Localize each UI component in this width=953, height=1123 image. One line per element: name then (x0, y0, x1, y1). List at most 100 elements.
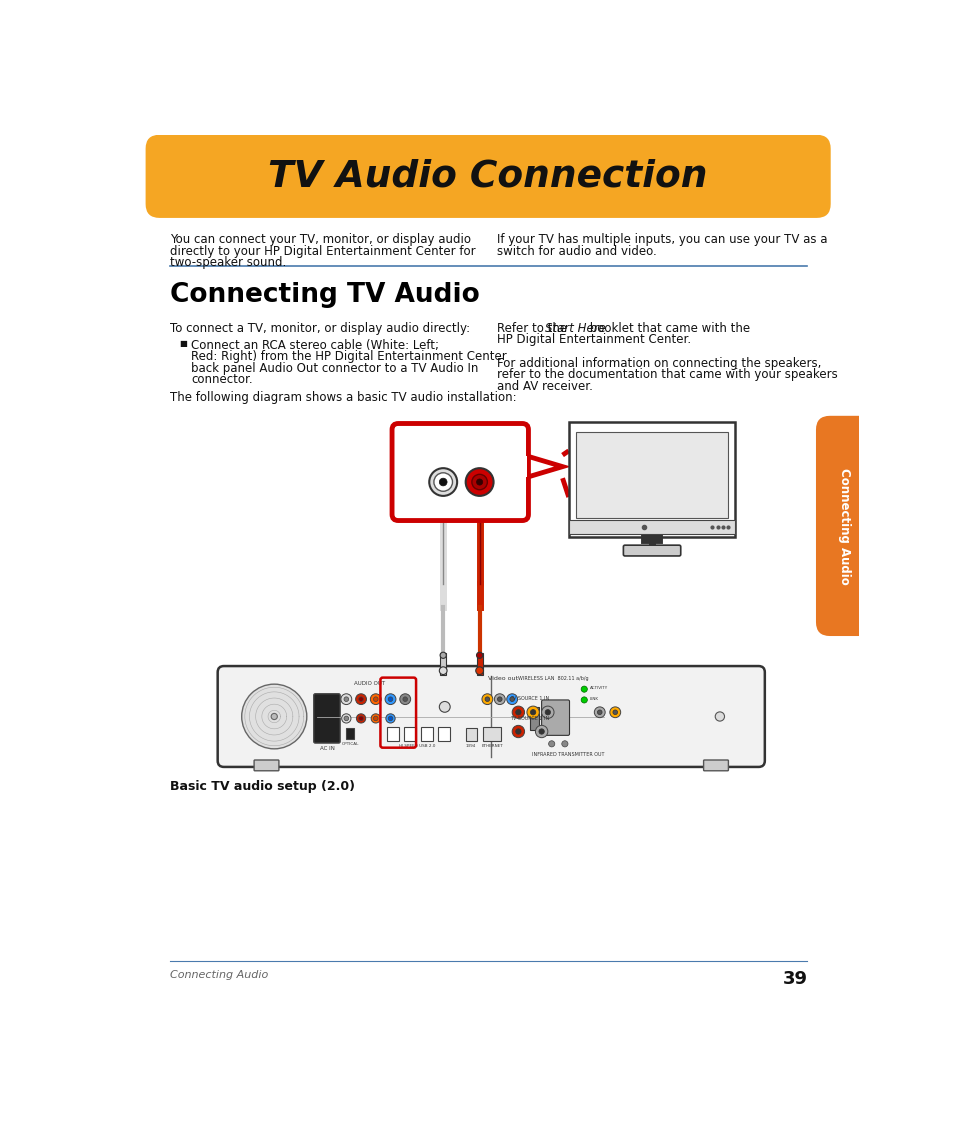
Text: 39: 39 (781, 970, 806, 988)
Bar (520, 456, 526, 477)
Circle shape (402, 697, 407, 702)
Circle shape (341, 714, 351, 723)
Circle shape (580, 697, 587, 703)
Circle shape (257, 712, 267, 721)
Text: ■: ■ (179, 339, 187, 348)
Text: To connect a TV, monitor, or display audio directly:: To connect a TV, monitor, or display aud… (170, 322, 469, 335)
Circle shape (439, 702, 450, 712)
FancyBboxPatch shape (253, 760, 278, 770)
Text: WIRELESS LAN  802.11 a/b/g: WIRELESS LAN 802.11 a/b/g (517, 676, 588, 681)
Text: Red: Right) from the HP Digital Entertainment Center: Red: Right) from the HP Digital Entertai… (192, 350, 507, 364)
Text: You can connect your TV, monitor, or display audio: You can connect your TV, monitor, or dis… (170, 234, 470, 246)
Circle shape (373, 716, 377, 721)
Circle shape (544, 710, 550, 715)
Polygon shape (523, 455, 562, 478)
Circle shape (358, 697, 363, 702)
Circle shape (516, 729, 520, 734)
Circle shape (340, 694, 352, 704)
Circle shape (385, 714, 395, 723)
Bar (465, 729, 476, 741)
Text: refer to the documentation that came with your speakers: refer to the documentation that came wit… (497, 368, 838, 381)
Circle shape (439, 667, 447, 675)
Circle shape (434, 473, 452, 491)
FancyBboxPatch shape (392, 423, 528, 521)
Circle shape (356, 714, 365, 723)
Circle shape (597, 710, 601, 714)
FancyBboxPatch shape (622, 545, 680, 556)
FancyBboxPatch shape (314, 694, 340, 743)
Circle shape (370, 694, 381, 704)
Circle shape (484, 697, 489, 702)
Text: TV: TV (446, 444, 466, 458)
Circle shape (476, 478, 482, 485)
Text: HI SPEED USB 2.0: HI SPEED USB 2.0 (399, 743, 436, 748)
FancyBboxPatch shape (568, 422, 735, 538)
Text: connector.: connector. (192, 374, 253, 386)
Circle shape (388, 716, 393, 721)
Circle shape (512, 706, 524, 719)
FancyBboxPatch shape (217, 666, 764, 767)
Circle shape (715, 712, 723, 721)
Circle shape (476, 652, 482, 658)
Bar (576, 432, 727, 518)
Text: directly to your HP Digital Entertainment Center for: directly to your HP Digital Entertainmen… (170, 245, 475, 258)
Circle shape (538, 729, 544, 734)
Circle shape (612, 710, 617, 714)
Circle shape (429, 468, 456, 496)
Bar (530, 706, 538, 730)
Text: back panel Audio Out connector to a TV Audio In: back panel Audio Out connector to a TV A… (192, 362, 478, 375)
Text: INFRARED TRANSMITTER OUT: INFRARED TRANSMITTER OUT (532, 751, 604, 757)
Text: ACTIVITY: ACTIVITY (589, 686, 607, 690)
Text: and AV receiver.: and AV receiver. (497, 380, 593, 393)
Text: Start Here: Start Here (545, 322, 606, 335)
Circle shape (494, 694, 505, 704)
FancyBboxPatch shape (815, 416, 872, 636)
Text: Connecting TV Audio: Connecting TV Audio (170, 282, 478, 308)
Bar (346, 729, 354, 739)
Circle shape (439, 478, 447, 486)
Text: Basic TV audio setup (2.0): Basic TV audio setup (2.0) (170, 780, 355, 793)
Circle shape (344, 716, 348, 721)
Text: Connecting Audio: Connecting Audio (837, 467, 850, 584)
Circle shape (373, 697, 377, 702)
Circle shape (388, 697, 393, 702)
Text: The following diagram shows a basic TV audio installation:: The following diagram shows a basic TV a… (170, 391, 516, 404)
Text: 1394: 1394 (465, 743, 476, 748)
Text: Connecting Audio: Connecting Audio (170, 970, 268, 980)
Text: ETHERNET: ETHERNET (480, 743, 502, 748)
Text: booklet that came with the: booklet that came with the (585, 322, 749, 335)
Bar (483, 727, 500, 741)
Circle shape (476, 667, 483, 675)
FancyBboxPatch shape (703, 760, 728, 770)
Text: switch for audio and video.: switch for audio and video. (497, 245, 657, 258)
Bar (386, 727, 398, 741)
Circle shape (609, 706, 620, 718)
FancyBboxPatch shape (541, 700, 569, 736)
Text: HP Digital Entertainment Center.: HP Digital Entertainment Center. (497, 334, 691, 346)
Text: AUDIO OUT: AUDIO OUT (354, 682, 385, 686)
Circle shape (509, 697, 514, 702)
Circle shape (344, 697, 348, 702)
Text: OPTICAL: OPTICAL (341, 741, 358, 746)
Circle shape (580, 686, 587, 692)
FancyBboxPatch shape (146, 135, 830, 218)
Text: two-speaker sound.: two-speaker sound. (170, 256, 286, 270)
Circle shape (506, 694, 517, 704)
Circle shape (358, 716, 363, 721)
Circle shape (241, 684, 307, 749)
Circle shape (497, 697, 501, 702)
Circle shape (535, 725, 547, 738)
Text: For additional information on connecting the speakers,: For additional information on connecting… (497, 356, 821, 369)
Circle shape (516, 710, 520, 715)
Circle shape (526, 706, 538, 719)
Text: Video out: Video out (487, 676, 517, 681)
Bar (476, 652, 482, 675)
Bar (568, 520, 735, 533)
Circle shape (594, 706, 604, 718)
Circle shape (465, 468, 493, 496)
Text: AC IN: AC IN (319, 746, 335, 751)
Bar (437, 727, 450, 741)
Text: Refer to the: Refer to the (497, 322, 571, 335)
Bar (439, 652, 446, 675)
Circle shape (541, 706, 554, 719)
